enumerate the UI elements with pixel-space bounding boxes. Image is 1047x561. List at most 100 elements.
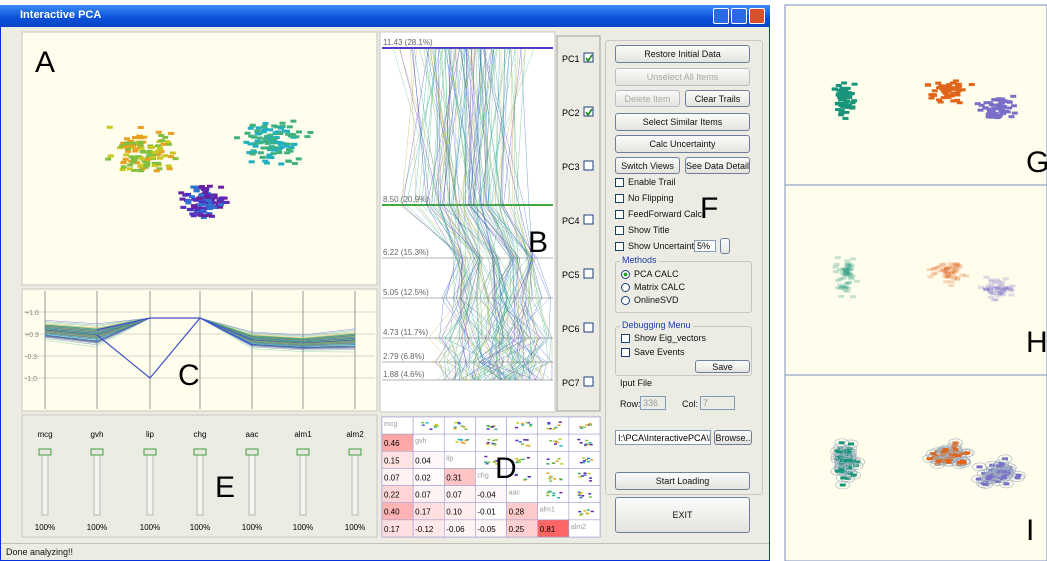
uncertainty-input[interactable]: 5% [694, 240, 716, 252]
slider-name: gvh [91, 430, 104, 439]
scatter-point [168, 132, 174, 135]
matrix-glyph [581, 495, 584, 497]
matrix-glyph [552, 462, 555, 464]
path-input[interactable]: I:\PCA\InteractivePCA\F [615, 430, 711, 445]
slider-track[interactable] [197, 450, 203, 515]
pc-label: PC2 [562, 108, 580, 118]
button[interactable]: Save [695, 360, 750, 373]
scatter-point [848, 276, 854, 279]
slider-track[interactable] [94, 450, 100, 515]
matrix-glyph [583, 460, 586, 462]
matrix-glyph [559, 438, 562, 440]
scatter-point [846, 281, 852, 284]
scatter-point [178, 191, 184, 194]
scatter-point [304, 135, 310, 138]
scatter-point [927, 268, 933, 271]
button[interactable]: Calc Uncertainty [615, 135, 750, 153]
slider-thumb[interactable] [194, 449, 206, 455]
scatter-point [139, 147, 145, 150]
radio[interactable] [621, 296, 630, 305]
scatter-point [1011, 104, 1017, 107]
matrix-glyph [519, 441, 522, 443]
slider-thumb[interactable] [246, 449, 258, 455]
button[interactable]: Clear Trails [685, 90, 750, 107]
scatter-point [292, 162, 298, 165]
radio[interactable] [621, 270, 630, 279]
slider-thumb[interactable] [297, 449, 309, 455]
checkbox[interactable] [615, 226, 624, 235]
matrix-glyph [461, 442, 464, 444]
matrix-cell [569, 468, 600, 485]
scatter-point [271, 138, 277, 141]
scatter-point [124, 142, 130, 145]
scatter-point [121, 165, 127, 168]
scatter-point [1001, 476, 1007, 479]
matrix-glyph [493, 443, 496, 445]
matrix-glyph [589, 496, 592, 498]
button[interactable]: Start Loading [615, 472, 750, 490]
projection-view [22, 32, 377, 285]
slider-track[interactable] [300, 450, 306, 515]
matrix-glyph [588, 473, 591, 475]
pc-checkbox[interactable] [584, 323, 593, 332]
scatter-point [991, 298, 997, 301]
matrix-glyph [585, 440, 588, 442]
scatter-point [949, 280, 955, 283]
matrix-glyph [529, 424, 532, 426]
slider-track[interactable] [249, 450, 255, 515]
scatter-point [123, 158, 129, 161]
checkbox[interactable] [621, 334, 630, 343]
scatter-point [206, 199, 212, 202]
checkbox-label: Enable Trail [628, 177, 676, 187]
button[interactable]: Browse.. [714, 430, 752, 445]
slider-thumb[interactable] [144, 449, 156, 455]
scatter-point [138, 136, 144, 139]
matrix-glyph [579, 426, 582, 428]
scatter-point [265, 142, 271, 145]
checkbox[interactable] [615, 194, 624, 203]
button[interactable]: Switch Views [615, 157, 680, 174]
panel-label: E [215, 471, 235, 504]
button[interactable]: Delete Item [615, 90, 680, 107]
spin-button[interactable] [720, 238, 730, 254]
scatter-point [932, 89, 938, 92]
pcp-tick: +0.3 [25, 332, 39, 339]
pc-checkbox[interactable] [584, 269, 593, 278]
matrix-glyph [589, 442, 592, 444]
radio[interactable] [621, 283, 630, 292]
scatter-point [161, 143, 167, 146]
button[interactable]: Select Similar Items [615, 113, 750, 131]
scatter-point [285, 160, 291, 163]
slider-track[interactable] [352, 450, 358, 515]
button[interactable]: Unselect All Items [615, 68, 750, 86]
pc-checkbox[interactable] [584, 161, 593, 170]
matrix-cell [444, 417, 475, 434]
scatter-point [948, 262, 954, 265]
pc-checkbox[interactable] [584, 215, 593, 224]
scatter-point [927, 457, 933, 460]
scatter-point [133, 147, 139, 150]
checkbox[interactable] [615, 178, 624, 187]
scatter-point [123, 146, 129, 149]
scatter-point [953, 79, 959, 82]
checkbox[interactable] [621, 348, 630, 357]
slider-thumb[interactable] [349, 449, 361, 455]
button[interactable]: See Data Detail [685, 157, 750, 174]
checkbox[interactable] [615, 242, 624, 251]
matrix-glyph [528, 476, 531, 478]
slider-track[interactable] [147, 450, 153, 515]
matrix-cell [444, 434, 475, 451]
pc-checkbox[interactable] [584, 377, 593, 386]
button[interactable]: Restore Initial Data [615, 45, 750, 63]
slider-thumb[interactable] [91, 449, 103, 455]
matrix-glyph [557, 458, 560, 460]
slider-thumb[interactable] [39, 449, 51, 455]
button[interactable]: EXIT [615, 497, 750, 533]
slider-value: 100% [345, 523, 365, 532]
scatter-point [234, 136, 240, 139]
slider-value: 100% [242, 523, 262, 532]
checkbox[interactable] [615, 210, 624, 219]
matrix-glyph [554, 427, 557, 429]
field-label: Row: [620, 399, 641, 409]
slider-track[interactable] [42, 450, 48, 515]
